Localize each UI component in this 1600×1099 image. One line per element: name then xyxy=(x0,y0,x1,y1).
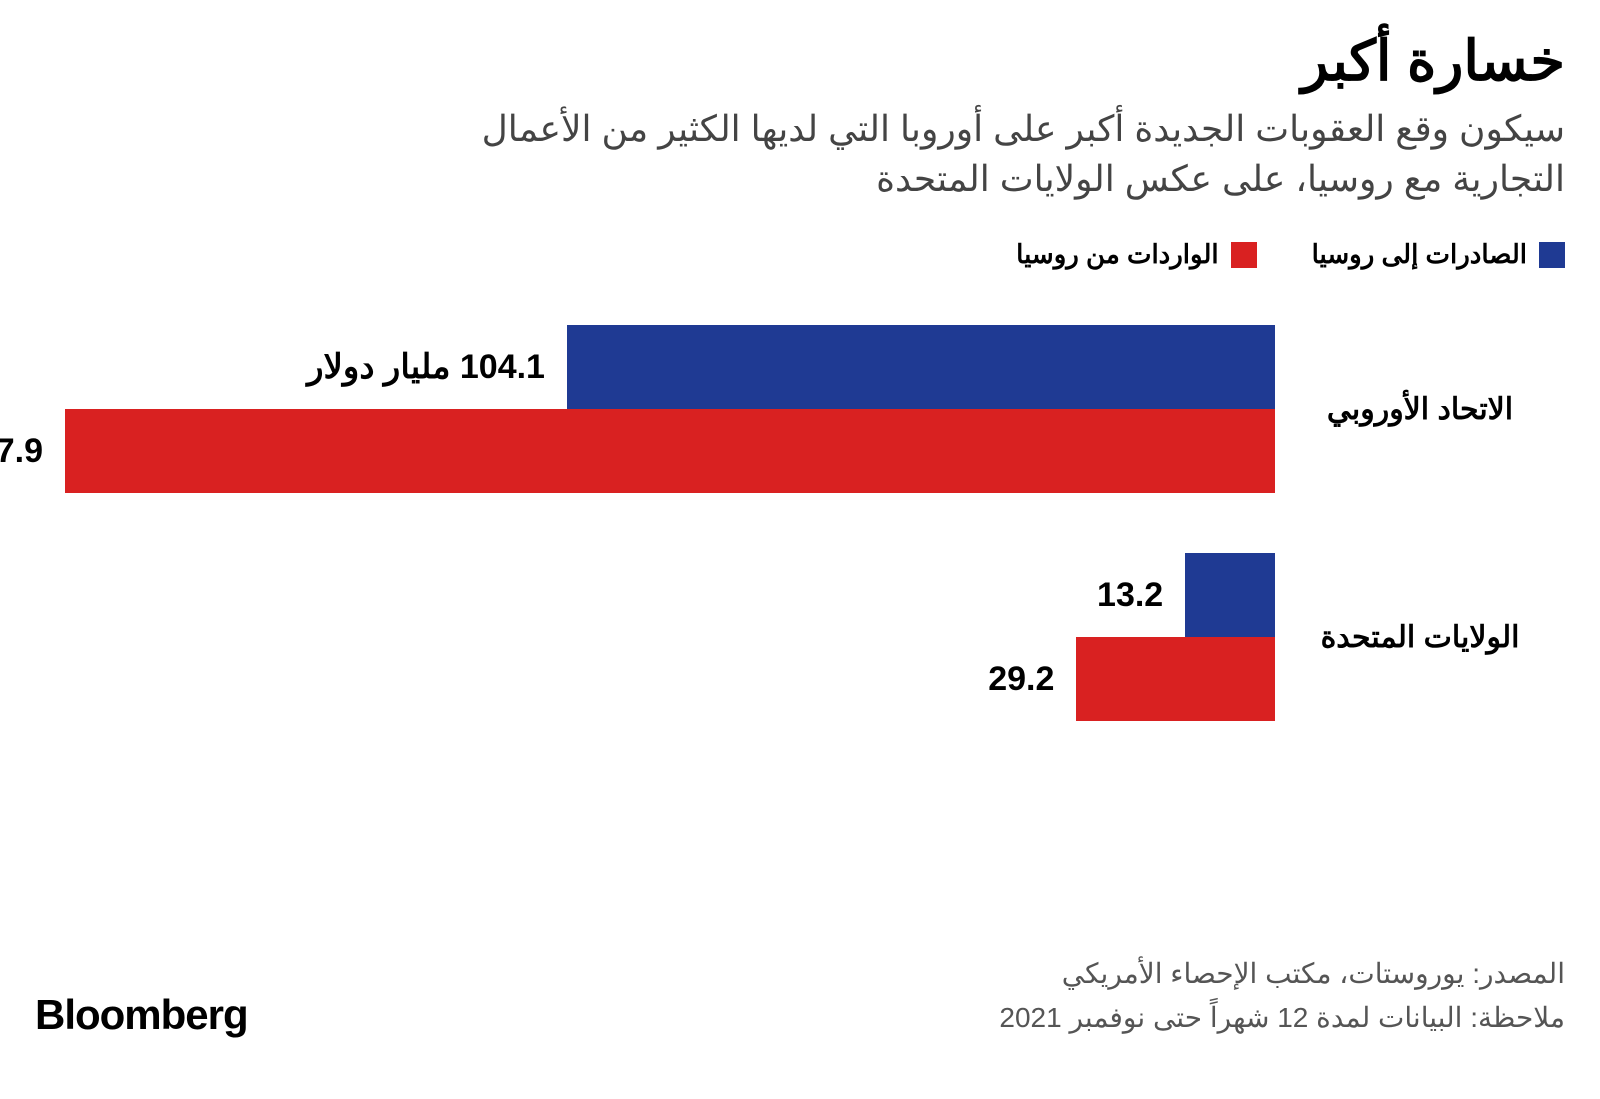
group-label: الولايات المتحدة xyxy=(1275,620,1565,655)
chart-area: الاتحاد الأوروبي104.1 مليار دولار177.9ال… xyxy=(35,325,1565,721)
chart-subtitle: سيكون وقع العقوبات الجديدة أكبر على أورو… xyxy=(365,104,1565,205)
bar-row: 177.9 xyxy=(0,409,1275,493)
bar-value: 177.9 xyxy=(0,432,43,471)
legend-item-exports: الصادرات إلى روسيا xyxy=(1312,239,1565,270)
legend-swatch-exports xyxy=(1539,242,1565,268)
bar-value: 104.1 مليار دولار xyxy=(307,347,545,387)
legend-label-exports: الصادرات إلى روسيا xyxy=(1312,239,1527,270)
bar xyxy=(1185,553,1275,637)
bar-group: الولايات المتحدة 13.2 29.2 xyxy=(35,553,1565,721)
bar-value: 29.2 xyxy=(988,660,1054,699)
bar-row: 29.2 xyxy=(35,637,1275,721)
footer: المصدر: يوروستات، مكتب الإحصاء الأمريكي … xyxy=(35,952,1565,1039)
legend-swatch-imports xyxy=(1231,242,1257,268)
group-label: الاتحاد الأوروبي xyxy=(1275,392,1565,427)
footer-text: المصدر: يوروستات، مكتب الإحصاء الأمريكي … xyxy=(999,952,1565,1039)
legend-item-imports: الواردات من روسيا xyxy=(1016,239,1256,270)
brand-logo: Bloomberg xyxy=(35,991,248,1039)
bar xyxy=(65,409,1275,493)
bar xyxy=(1076,637,1275,721)
bar xyxy=(567,325,1275,409)
footer-note: ملاحظة: البيانات لمدة 12 شهراً حتى نوفمب… xyxy=(999,996,1565,1039)
legend-label-imports: الواردات من روسيا xyxy=(1016,239,1218,270)
bar-group: الاتحاد الأوروبي104.1 مليار دولار177.9 xyxy=(35,325,1565,493)
bars-wrap: 104.1 مليار دولار 177.9 xyxy=(0,325,1275,493)
footer-source: المصدر: يوروستات، مكتب الإحصاء الأمريكي xyxy=(999,952,1565,995)
bar-row: 13.2 xyxy=(35,553,1275,637)
chart-title: خسارة أكبر xyxy=(35,30,1565,92)
bar-value: 13.2 xyxy=(1097,576,1163,615)
legend: الصادرات إلى روسيا الواردات من روسيا xyxy=(35,239,1565,270)
bar-row: 104.1 مليار دولار xyxy=(0,325,1275,409)
bars-wrap: 13.2 29.2 xyxy=(35,553,1275,721)
